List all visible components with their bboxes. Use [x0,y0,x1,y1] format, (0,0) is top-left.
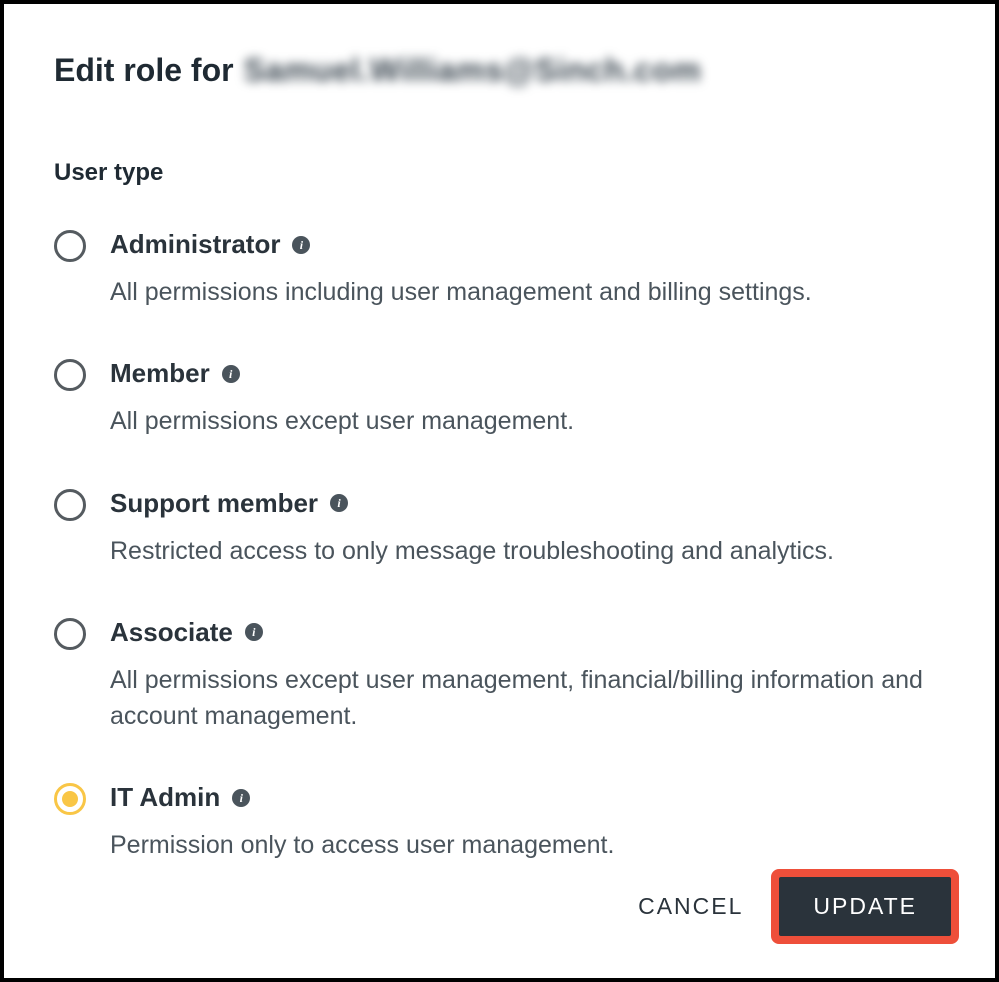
header-user-email: Samuel.Williams@Sinch.com [244,52,702,89]
role-description-it-admin: Permission only to access user managemen… [110,827,945,863]
role-title-administrator: Administrator [110,229,280,260]
info-icon[interactable]: i [232,789,250,807]
user-type-label: User type [54,159,945,187]
info-icon[interactable]: i [330,494,348,512]
role-description-member: All permissions except user management. [110,403,945,439]
dialog-button-row: CANCEL UPDATE [628,869,959,944]
dialog-header: Edit role for Samuel.Williams@Sinch.com [54,52,945,89]
info-icon[interactable]: i [222,365,240,383]
role-content-it-admin: IT Admin i Permission only to access use… [110,782,945,863]
role-title-it-admin: IT Admin [110,782,220,813]
role-description-support-member: Restricted access to only message troubl… [110,533,945,569]
role-radio-group: Administrator i All permissions includin… [54,229,945,864]
info-icon[interactable]: i [292,236,310,254]
role-content-associate: Associate i All permissions except user … [110,617,945,735]
cancel-button[interactable]: CANCEL [628,879,753,934]
role-option-it-admin[interactable]: IT Admin i Permission only to access use… [54,782,945,863]
role-title-member: Member [110,358,210,389]
info-icon[interactable]: i [245,623,263,641]
role-option-administrator[interactable]: Administrator i All permissions includin… [54,229,945,310]
radio-member[interactable] [54,359,86,391]
role-content-support-member: Support member i Restricted access to on… [110,488,945,569]
role-content-member: Member i All permissions except user man… [110,358,945,439]
update-button-highlight: UPDATE [771,869,959,944]
role-title-support-member: Support member [110,488,318,519]
radio-support-member[interactable] [54,489,86,521]
role-title-row: Associate i [110,617,945,648]
role-title-row: IT Admin i [110,782,945,813]
role-title-associate: Associate [110,617,233,648]
role-title-row: Member i [110,358,945,389]
role-option-member[interactable]: Member i All permissions except user man… [54,358,945,439]
edit-role-dialog: Edit role for Samuel.Williams@Sinch.com … [0,0,999,982]
radio-administrator[interactable] [54,230,86,262]
role-option-associate[interactable]: Associate i All permissions except user … [54,617,945,735]
update-button[interactable]: UPDATE [779,877,951,936]
role-title-row: Administrator i [110,229,945,260]
role-description-administrator: All permissions including user managemen… [110,274,945,310]
radio-associate[interactable] [54,618,86,650]
role-option-support-member[interactable]: Support member i Restricted access to on… [54,488,945,569]
role-title-row: Support member i [110,488,945,519]
header-prefix-text: Edit role for [54,52,234,89]
radio-it-admin[interactable] [54,783,86,815]
role-content-administrator: Administrator i All permissions includin… [110,229,945,310]
role-description-associate: All permissions except user management, … [110,662,945,735]
